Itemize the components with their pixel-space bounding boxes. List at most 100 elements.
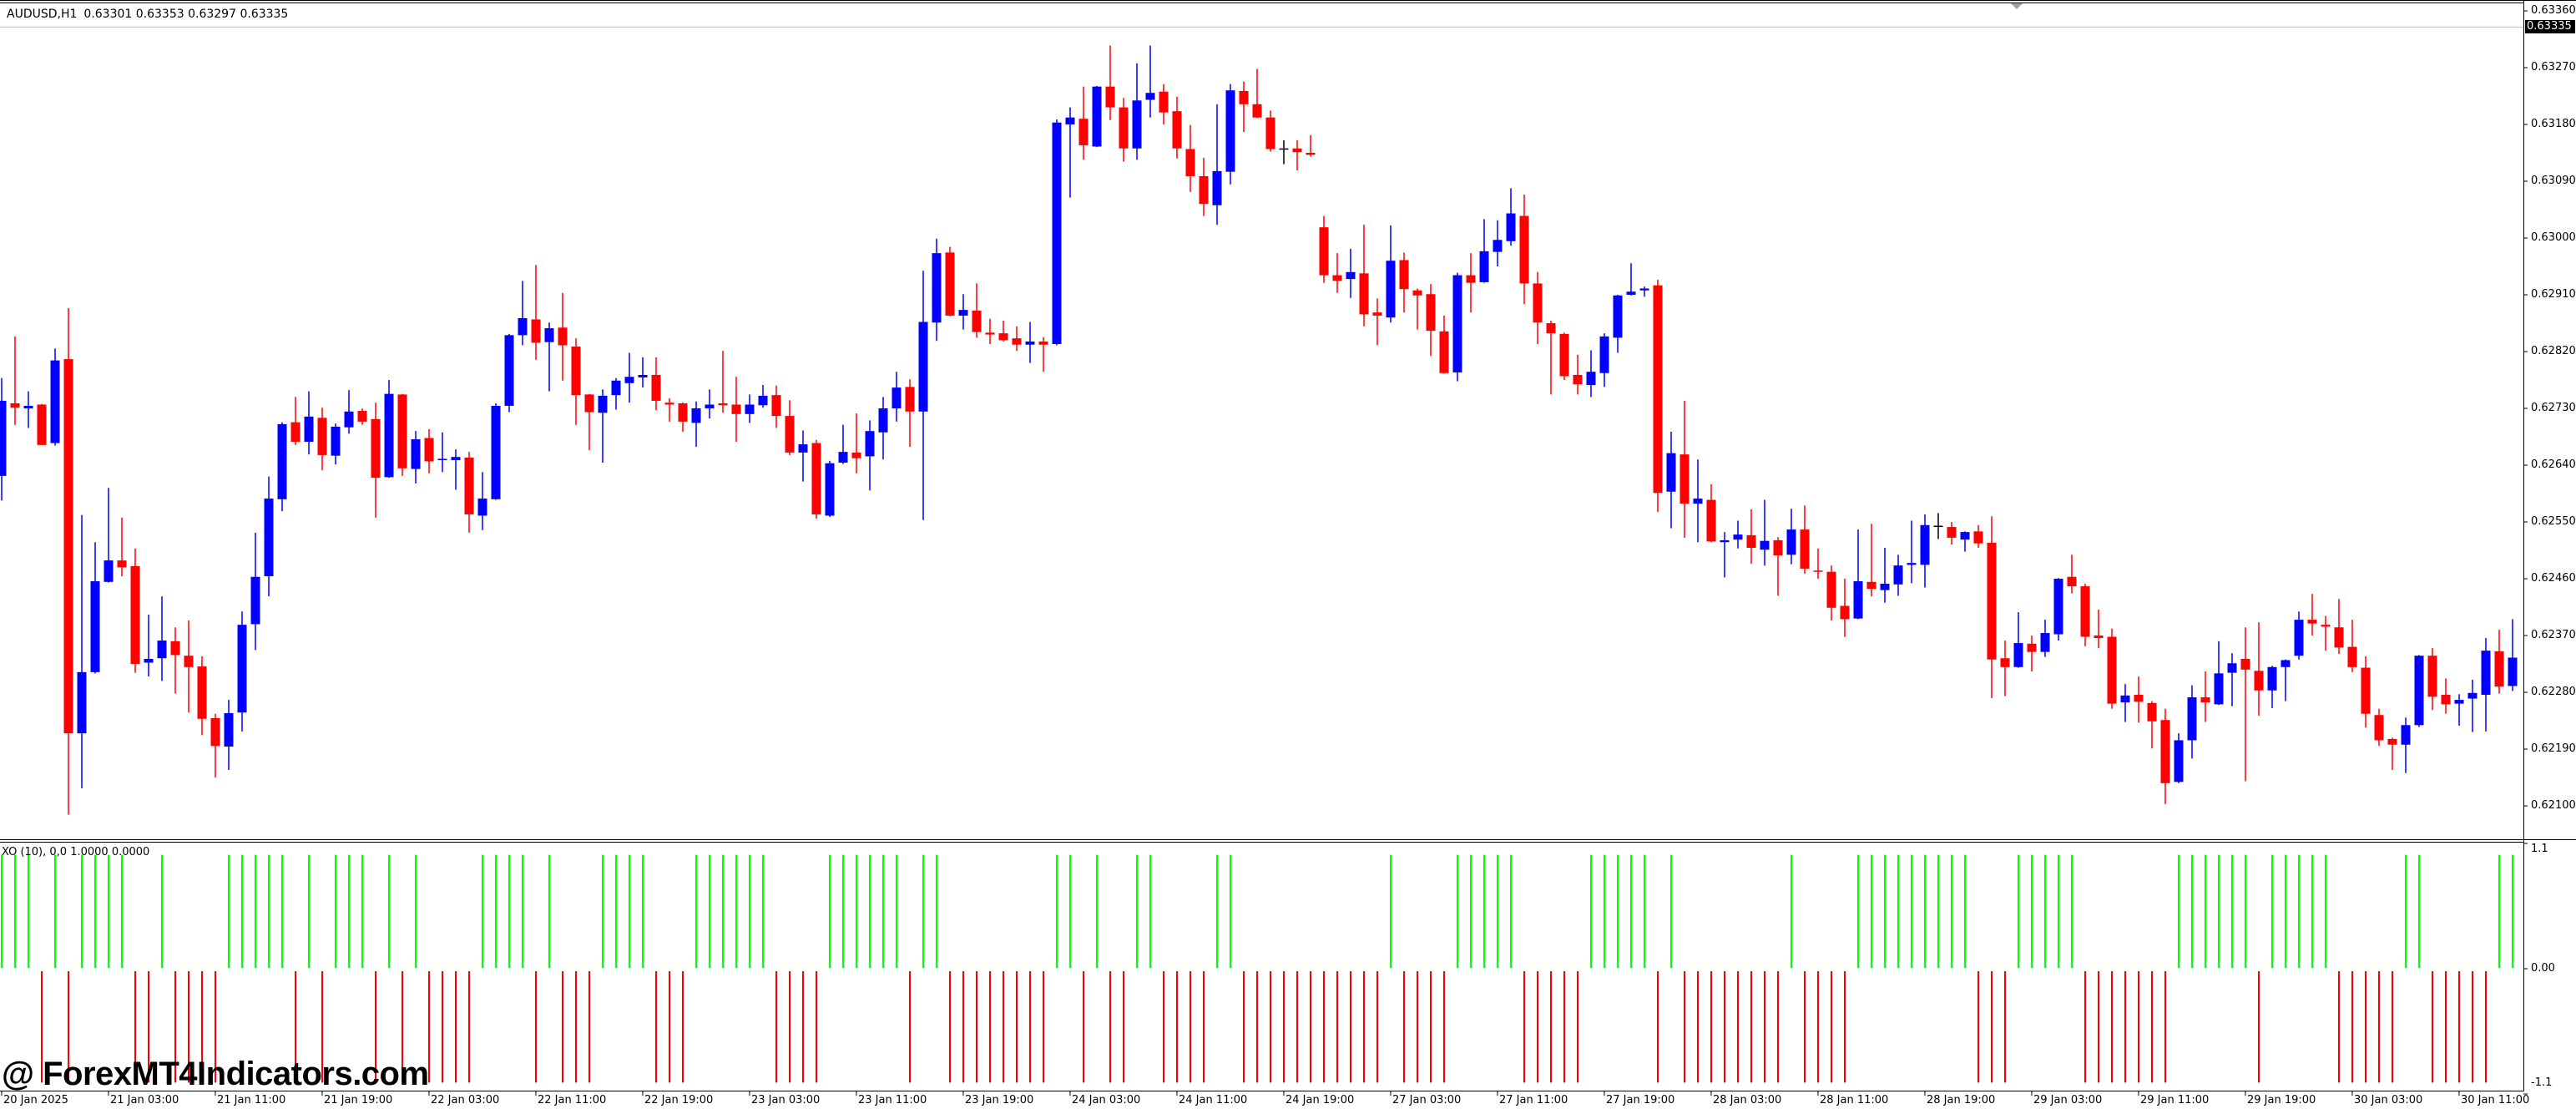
candle — [250, 532, 260, 651]
candle-body — [504, 335, 514, 406]
candle-body — [2267, 666, 2277, 691]
candle — [2441, 678, 2451, 714]
price-axis-label: 0.63090 — [2531, 175, 2576, 187]
candle-body — [518, 317, 528, 336]
candle-body — [1372, 312, 1382, 316]
chart-shift-marker-icon[interactable] — [2011, 3, 2023, 9]
candle-body — [424, 438, 434, 462]
price-axis-label: 0.62370 — [2531, 629, 2576, 642]
candle — [825, 460, 835, 517]
candle-body — [23, 405, 33, 409]
candle — [1292, 139, 1302, 171]
candle — [905, 379, 915, 448]
candle — [624, 352, 634, 403]
candle — [0, 377, 7, 501]
candle — [371, 403, 381, 518]
candle-body — [1052, 122, 1062, 344]
candle — [2053, 578, 2063, 641]
candle-body — [2187, 697, 2197, 741]
candle — [411, 431, 421, 484]
candle — [691, 401, 701, 448]
candle-body — [1359, 273, 1369, 315]
candle — [2401, 717, 2411, 773]
candle — [224, 700, 234, 770]
price-axis-label: 0.62190 — [2531, 742, 2576, 756]
candle — [1706, 484, 1716, 543]
candles-layer — [0, 45, 2518, 815]
candle — [23, 391, 33, 428]
candle-body — [2494, 651, 2504, 687]
candle-body — [2467, 692, 2478, 699]
candle-body — [2160, 720, 2170, 783]
candle — [1599, 333, 1609, 387]
candle — [50, 348, 60, 446]
candle — [264, 476, 274, 597]
candle — [1880, 547, 1890, 603]
candle-body — [1038, 341, 1048, 345]
candle — [1172, 96, 1182, 159]
candle-body — [1412, 290, 1422, 296]
candle — [2107, 628, 2117, 709]
candle — [1145, 45, 1155, 118]
candle — [1185, 124, 1195, 192]
candle-body — [584, 394, 594, 413]
price-axis-label: 0.63360 — [2531, 4, 2576, 17]
candle-body — [1105, 86, 1115, 108]
candle — [611, 377, 621, 410]
candle-body — [1907, 563, 1917, 565]
time-axis-label: 20 Jan 2025 — [3, 1094, 68, 1106]
indicator-title: XO (10), 0,0 1.0000 0.0000 — [2, 846, 150, 858]
candle — [1319, 215, 1329, 283]
candle — [2427, 648, 2437, 711]
candle — [1840, 579, 1850, 637]
candle-body — [531, 319, 541, 343]
candle-body — [1586, 372, 1596, 386]
candle-body — [2174, 740, 2184, 782]
candle — [184, 620, 194, 713]
candle — [1346, 248, 1356, 298]
chart-header: AUDUSD,H1 0.63301 0.63353 0.63297 0.63335 — [7, 8, 295, 21]
candle — [1746, 509, 1756, 564]
candle-body — [771, 395, 781, 417]
candle-body — [891, 387, 902, 409]
candle-body — [1987, 542, 1997, 660]
candle — [1479, 219, 1489, 283]
candle — [758, 385, 768, 408]
candle — [1893, 554, 1903, 596]
price-axis-label: 0.63000 — [2531, 231, 2576, 244]
candle — [785, 400, 795, 455]
candle-body — [1840, 605, 1850, 620]
candle-body — [331, 426, 341, 456]
candle-body — [2240, 658, 2250, 670]
candle-body — [1199, 175, 1209, 205]
candle-body — [2120, 695, 2130, 703]
candle-body — [2361, 667, 2371, 714]
candle-body — [1399, 260, 1409, 290]
candle-body — [1826, 571, 1836, 608]
candle — [2240, 627, 2250, 782]
candle-body — [1212, 170, 1222, 205]
candle-body — [1746, 534, 1756, 548]
time-axis-label: 27 Jan 19:00 — [1606, 1094, 1675, 1106]
candle — [1786, 509, 1796, 565]
candle — [144, 615, 154, 677]
candle — [1132, 63, 1142, 160]
candle — [1092, 85, 1102, 148]
candle-body — [1119, 107, 1129, 149]
candle-body — [184, 656, 194, 667]
candle-body — [558, 327, 568, 346]
candle-body — [250, 576, 260, 625]
candle — [1359, 225, 1369, 327]
candle-body — [1479, 251, 1489, 282]
indicator-axis-label: 0.00 — [2531, 962, 2555, 975]
candle-body — [958, 310, 968, 316]
candle — [63, 307, 73, 815]
candle-body — [1760, 540, 1770, 550]
candle-body — [758, 395, 768, 406]
candle-body — [317, 418, 327, 455]
candle-body — [437, 458, 447, 460]
candle — [1800, 505, 1810, 574]
candle — [2414, 655, 2424, 727]
candle — [972, 283, 982, 338]
